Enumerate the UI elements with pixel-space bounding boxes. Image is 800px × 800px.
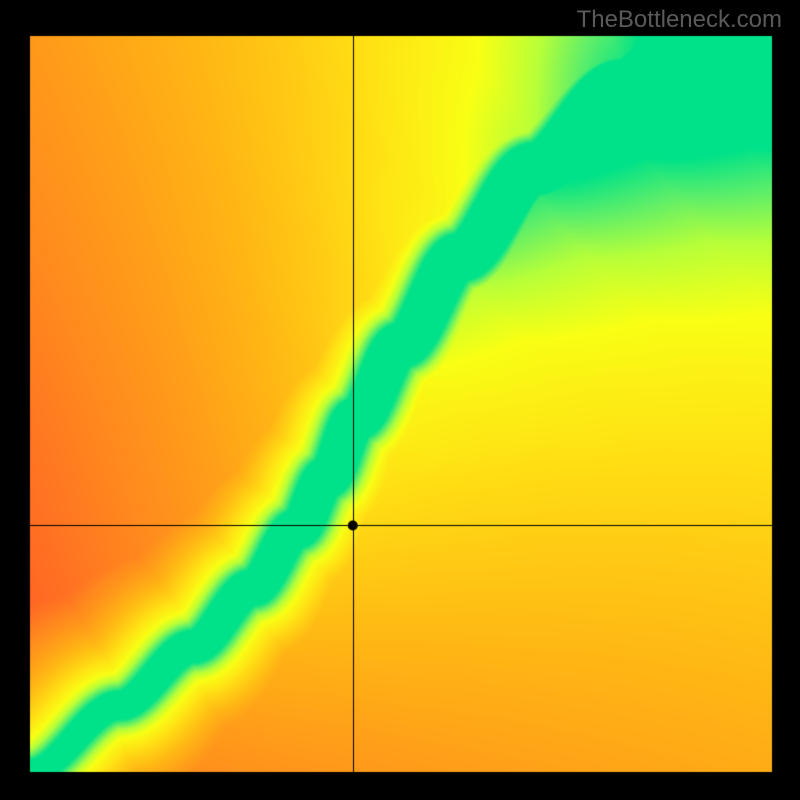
watermark-text: TheBottleneck.com [577,6,782,34]
chart-container: TheBottleneck.com [0,0,800,800]
bottleneck-heatmap-canvas [0,0,800,800]
